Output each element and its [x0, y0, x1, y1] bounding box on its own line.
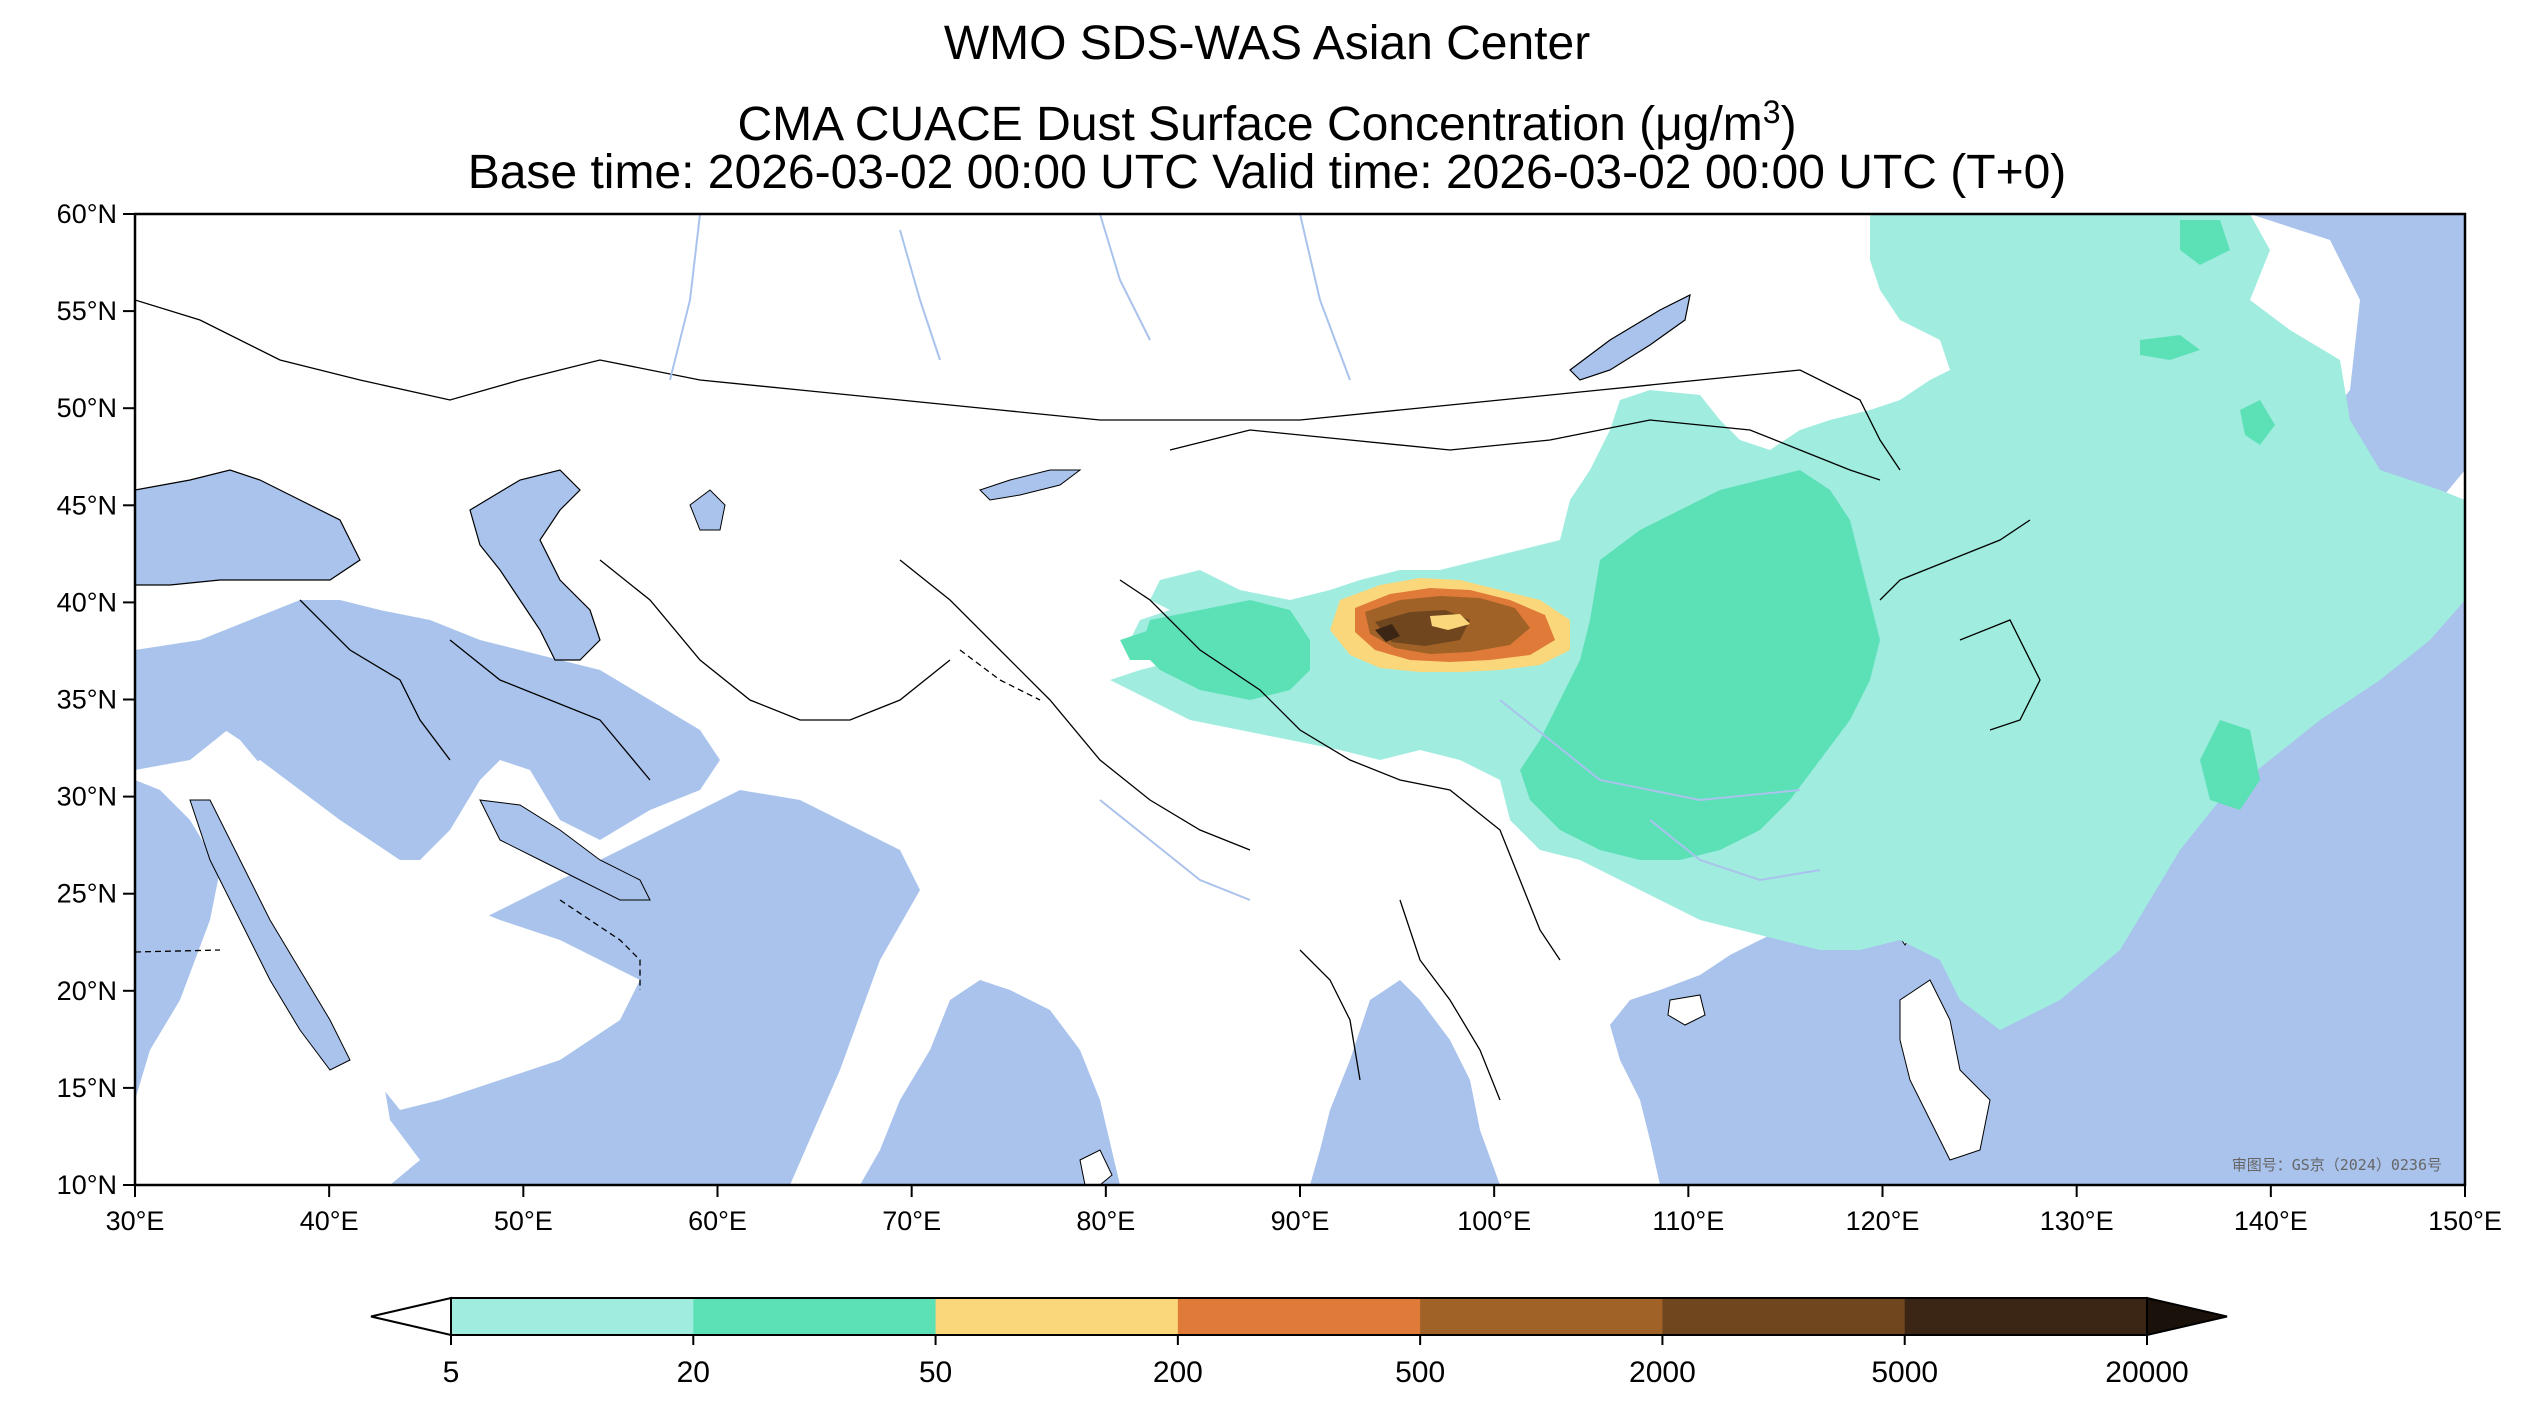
y-tick-label: 30°N	[57, 782, 117, 812]
y-axis: 60°N 55°N 50°N 45°N 40°N 35°N 30°N 25°N 20°N 15°N…	[57, 199, 135, 1200]
black-sea	[135, 469, 361, 586]
disputed-borders	[135, 649, 1041, 990]
hainan-island	[1667, 994, 1706, 1026]
x-tick-label: 120°E	[1846, 1206, 1920, 1236]
persian-gulf	[479, 799, 651, 901]
colorbar-over-triangle	[2146, 1296, 2228, 1337]
colorbar-segment	[1662, 1298, 1906, 1335]
colorbar-segment	[1420, 1298, 1663, 1335]
red-sea	[189, 799, 351, 1071]
philippines-islands	[1899, 979, 1991, 1161]
colorbar-segment	[451, 1298, 694, 1335]
sri-lanka-island	[1079, 1149, 1113, 1185]
x-tick-label: 70°E	[882, 1206, 941, 1236]
x-axis: 30°E 40°E 50°E 60°E 70°E 80°E 90°E 100°E 110°E 12…	[106, 1185, 2502, 1236]
mediterranean-sea	[135, 650, 250, 770]
colorbar-level-label: 500	[1395, 1356, 1445, 1389]
x-tick-label: 130°E	[2040, 1206, 2114, 1236]
x-tick-label: 140°E	[2234, 1206, 2308, 1236]
aral-sea	[689, 489, 726, 531]
unit-exponent: 3	[1762, 94, 1781, 130]
y-tick-label: 45°N	[57, 490, 117, 520]
y-tick-label: 25°N	[57, 879, 117, 909]
y-tick-label: 20°N	[57, 976, 117, 1006]
dust-contours	[1110, 214, 2465, 1030]
x-tick-label: 150°E	[2428, 1206, 2502, 1236]
rivers	[669, 214, 1821, 901]
map-title: WMO SDS-WAS Asian Center	[943, 17, 1591, 70]
colorbar-segment	[693, 1298, 937, 1335]
y-tick-label: 55°N	[57, 296, 117, 326]
colorbar-segment	[1904, 1298, 2148, 1335]
y-tick-label: 35°N	[57, 685, 117, 715]
x-tick-label: 110°E	[1652, 1206, 1724, 1236]
y-tick-label: 50°N	[57, 393, 117, 423]
lake-baikal	[1569, 293, 1691, 381]
lake-balkhash	[979, 469, 1082, 501]
colorbar-level-label: 5	[443, 1356, 460, 1389]
colorbar-level-label: 2000	[1629, 1356, 1696, 1389]
colorbar-frame	[450, 1297, 2148, 1336]
subtitle-text: CMA CUACE Dust Surface Concentration (	[737, 98, 1656, 151]
x-tick-label: 90°E	[1271, 1206, 1330, 1236]
colorbar-level-label: 5000	[1871, 1356, 1938, 1389]
x-tick-label: 80°E	[1076, 1206, 1135, 1236]
x-tick-label: 100°E	[1457, 1206, 1531, 1236]
dust-level-5000	[1375, 624, 1400, 642]
colorbar-level-label: 20	[677, 1356, 710, 1389]
x-tick-label: 60°E	[688, 1206, 747, 1236]
colorbar: 5 20 50 200 500 2000 5000 20000	[370, 1296, 2228, 1389]
colorbar-level-label: 20000	[2105, 1356, 2188, 1389]
colorbar-under-triangle	[370, 1296, 452, 1337]
y-tick-label: 60°N	[57, 199, 117, 229]
country-borders	[135, 299, 2041, 1101]
map-subtitle: CMA CUACE Dust Surface Concentration (μg…	[0, 84, 2534, 153]
colorbar-level-label: 200	[1153, 1356, 1203, 1389]
colorbar-segment	[1177, 1298, 1421, 1335]
y-tick-label: 10°N	[57, 1170, 117, 1200]
dust-level-20	[1120, 220, 2275, 860]
x-tick-label: 50°E	[494, 1206, 553, 1236]
dust-clear-patch	[1430, 614, 1470, 630]
subtitle-close: )	[1780, 98, 1797, 151]
x-tick-label: 40°E	[300, 1206, 359, 1236]
approval-number: 审图号：GS京（2024）0236号	[2232, 1156, 2442, 1174]
map-layers: 审图号：GS京（2024）0236号	[135, 214, 2465, 1185]
y-tick-label: 40°N	[57, 587, 117, 617]
x-tick-label: 30°E	[106, 1206, 165, 1236]
y-tick-label: 15°N	[57, 1073, 117, 1103]
colorbar-level-label: 50	[919, 1356, 952, 1389]
arabian-land	[200, 760, 640, 1110]
caspian-sea	[469, 469, 601, 661]
colorbar-segment	[935, 1298, 1179, 1335]
time-info: Base time: 2026-03-02 00:00 UTC Valid ti…	[467, 146, 2067, 199]
unit-text: μg/m	[1655, 98, 1763, 151]
